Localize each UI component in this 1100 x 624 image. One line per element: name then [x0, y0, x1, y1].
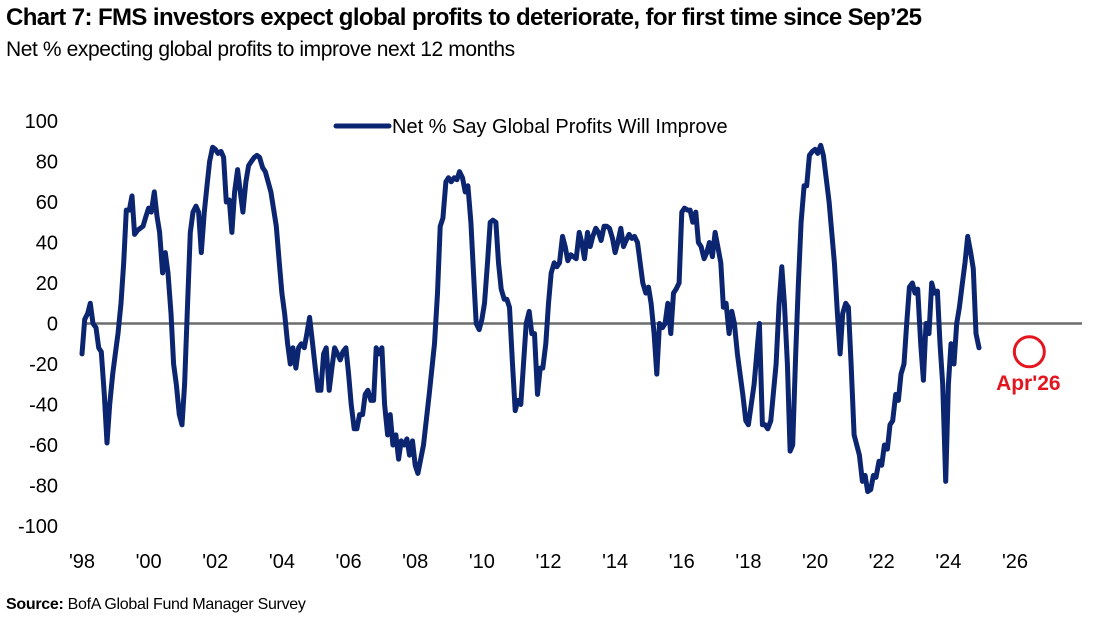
y-tick-label: 80 [36, 152, 58, 174]
y-tick-label: -20 [29, 354, 58, 376]
x-tick-label: '18 [735, 551, 761, 573]
x-tick-label: '24 [935, 551, 961, 573]
y-tick-label: 40 [36, 233, 58, 255]
legend: Net % Say Global Profits Will Improve [333, 116, 728, 138]
x-tick-label: '10 [469, 551, 495, 573]
y-tick-label: 20 [36, 273, 58, 295]
y-tick-label: -100 [18, 516, 58, 538]
series-line-net-profits-improve [79, 142, 982, 495]
legend-label: Net % Say Global Profits Will Improve [392, 116, 728, 138]
annotation-label: Apr'26 [996, 372, 1061, 395]
x-tick-label: '12 [535, 551, 561, 573]
x-tick-label: '20 [802, 551, 828, 573]
y-tick-label: -60 [29, 435, 58, 457]
x-axis-ticks: '98 '00 '02 '04 '06 '08 '10 '12 '14 '16 '18 '20 '22 '… [69, 551, 1028, 573]
x-tick-label: '00 [136, 551, 162, 573]
chart-title: Chart 7: FMS investors expect global pro… [6, 4, 922, 31]
y-axis-ticks: 100 80 60 40 20 0 -20 -40 -60 -80 -100 [18, 111, 58, 538]
source-text: BofA Global Fund Manager Survey [63, 596, 306, 613]
source-label: Source: [6, 596, 64, 613]
y-tick-label: -40 [29, 395, 58, 417]
x-tick-label: '14 [602, 551, 628, 573]
y-tick-label: 0 [47, 314, 58, 336]
y-tick-label: 60 [36, 192, 58, 214]
x-tick-label: '06 [336, 551, 362, 573]
x-tick-label: '04 [269, 551, 295, 573]
x-tick-label: '08 [402, 551, 428, 573]
x-tick-label: '16 [669, 551, 695, 573]
x-tick-label: '98 [69, 551, 95, 573]
y-tick-label: 100 [25, 111, 58, 133]
source-note: Source: BofA Global Fund Manager Survey [6, 596, 306, 614]
y-tick-label: -80 [29, 476, 58, 498]
x-tick-label: '26 [1002, 551, 1028, 573]
x-tick-label: '22 [869, 551, 895, 573]
chart-subtitle: Net % expecting global profits to improv… [6, 38, 515, 61]
x-tick-label: '02 [202, 551, 228, 573]
annotation-circle [1012, 335, 1046, 369]
